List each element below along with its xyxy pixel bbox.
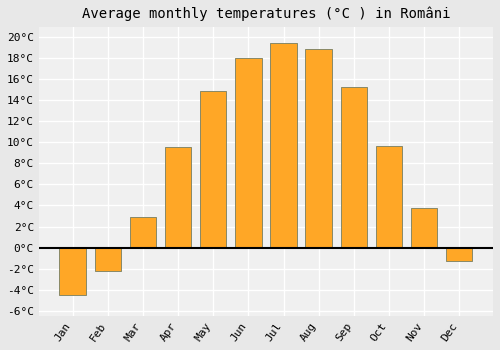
Bar: [165, 147, 191, 247]
Bar: [446, 247, 472, 261]
Bar: [340, 87, 367, 247]
Bar: [94, 247, 121, 271]
Title: Average monthly temperatures (°C ) in Români: Average monthly temperatures (°C ) in Ro…: [82, 7, 450, 21]
Bar: [60, 247, 86, 295]
Bar: [235, 58, 262, 247]
Bar: [306, 49, 332, 247]
Bar: [270, 43, 296, 247]
Bar: [411, 208, 438, 247]
Bar: [130, 217, 156, 247]
Bar: [200, 91, 226, 247]
Bar: [376, 146, 402, 247]
